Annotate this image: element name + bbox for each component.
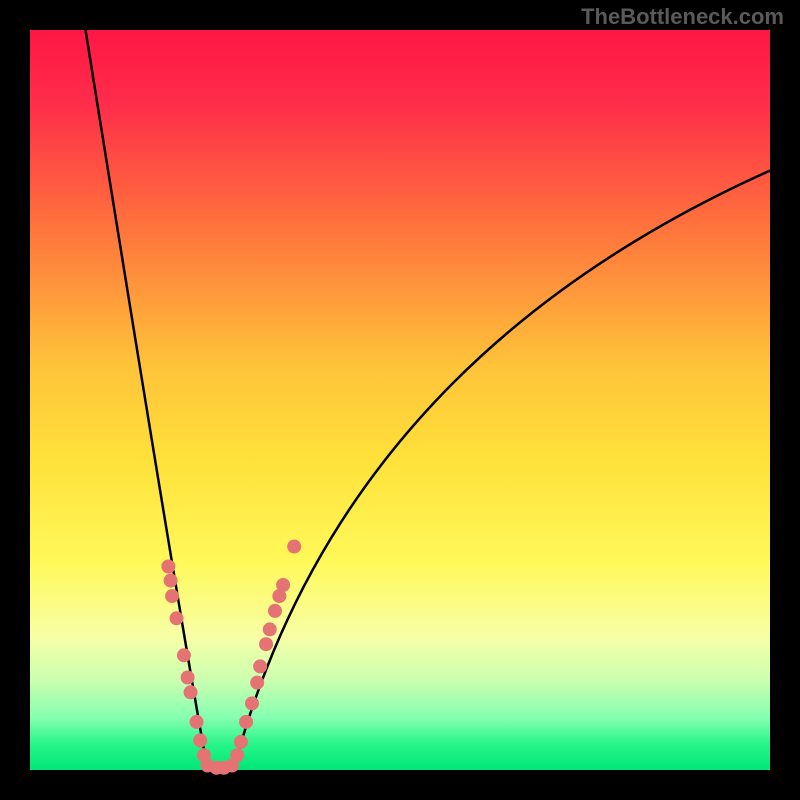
chart-background (30, 30, 770, 770)
data-marker (287, 540, 301, 554)
data-marker (245, 696, 259, 710)
data-marker (250, 676, 264, 690)
data-marker (253, 659, 267, 673)
data-marker (193, 733, 207, 747)
data-marker (190, 715, 204, 729)
data-marker (239, 715, 253, 729)
data-marker (276, 578, 290, 592)
data-marker (268, 604, 282, 618)
data-marker (184, 685, 198, 699)
chart-container: TheBottleneck.com (0, 0, 800, 800)
data-marker (259, 637, 273, 651)
data-marker (165, 589, 179, 603)
watermark-text: TheBottleneck.com (581, 4, 784, 30)
data-marker (181, 671, 195, 685)
data-marker (161, 560, 175, 574)
data-marker (234, 735, 248, 749)
data-marker (177, 648, 191, 662)
bottleneck-curve-chart (0, 0, 800, 800)
data-marker (225, 759, 239, 773)
data-marker (164, 574, 178, 588)
data-marker (263, 622, 277, 636)
data-marker (170, 611, 184, 625)
